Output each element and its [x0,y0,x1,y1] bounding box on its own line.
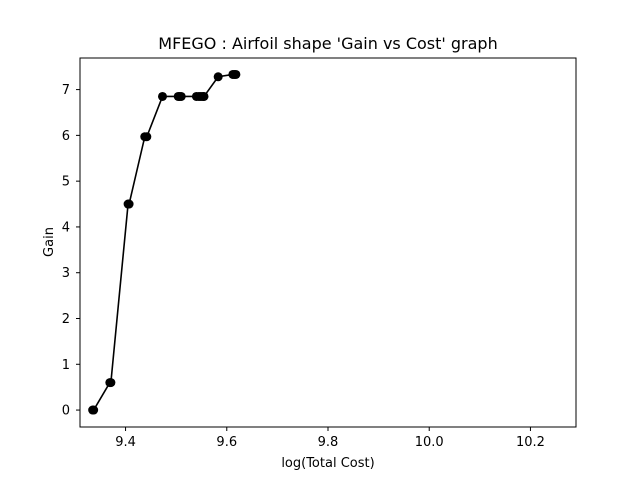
y-axis-label: Gain [42,227,57,257]
data-point [142,132,152,142]
x-tick-label: 10.0 [415,435,444,450]
plot-area [88,69,241,415]
x-axis: 9.4 9.6 9.8 10.0 10.2 [115,427,545,450]
x-tick-label: 9.4 [115,435,136,450]
y-tick-label: 5 [62,175,70,190]
data-point [124,199,134,209]
data-point [176,91,186,101]
data-point [89,405,99,415]
data-point [231,69,241,79]
data-point [199,91,209,101]
data-point [213,72,223,82]
y-tick-label: 2 [62,312,70,327]
y-tick-label: 6 [62,129,70,144]
y-tick-label: 7 [62,83,70,98]
data-point [157,91,167,101]
y-tick-label: 3 [62,266,70,281]
x-tick-label: 10.2 [516,435,545,450]
y-tick-label: 1 [62,358,70,373]
x-tick-label: 9.6 [216,435,237,450]
chart-title: MFEGO : Airfoil shape 'Gain vs Cost' gra… [158,34,497,53]
data-point [106,378,116,388]
y-tick-label: 4 [62,220,70,235]
x-axis-label: log(Total Cost) [281,456,374,471]
y-axis: 0 1 2 3 4 5 6 7 [62,83,80,419]
x-tick-label: 9.8 [318,435,339,450]
y-tick-label: 0 [62,404,70,419]
